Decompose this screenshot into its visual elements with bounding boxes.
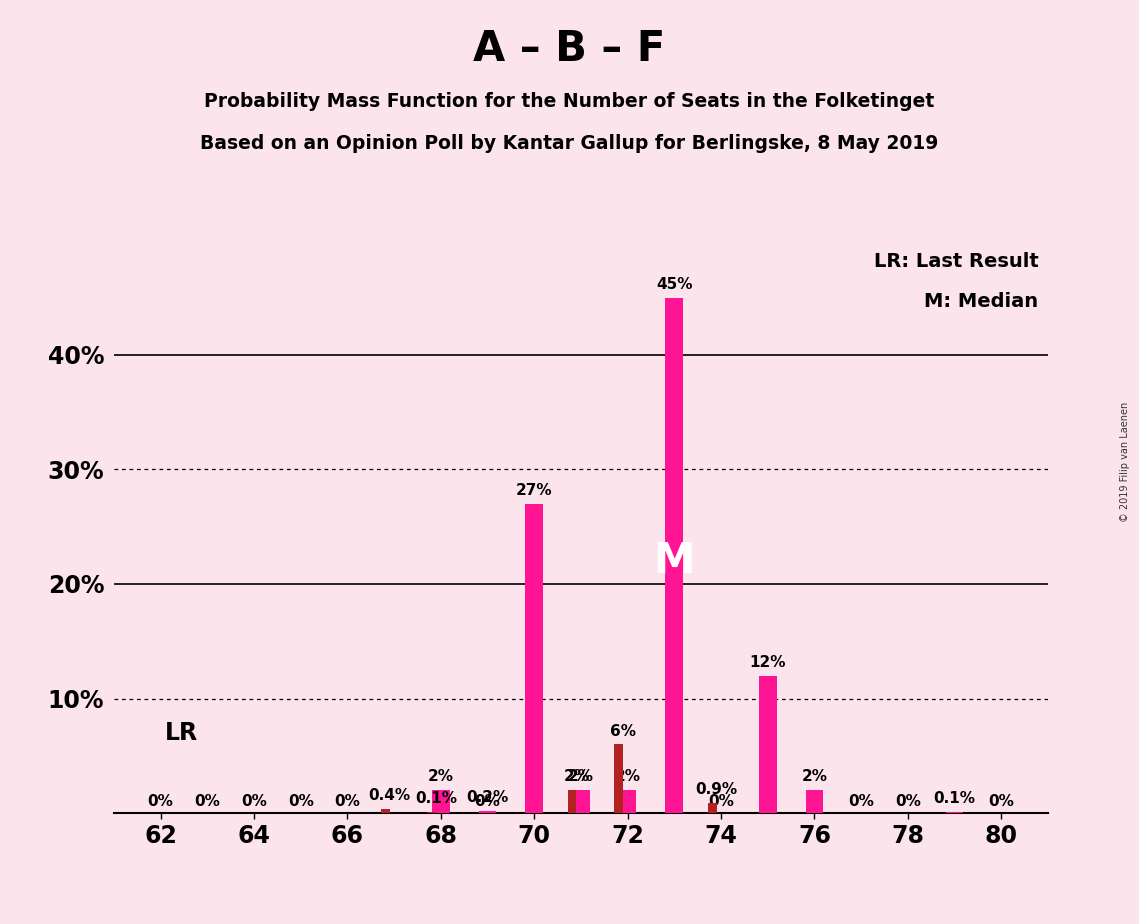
Text: 2%: 2% <box>802 770 827 784</box>
Text: 27%: 27% <box>516 483 552 498</box>
Text: 0.4%: 0.4% <box>369 788 411 803</box>
Text: 45%: 45% <box>656 277 693 292</box>
Text: LR: LR <box>165 721 198 745</box>
Text: 0%: 0% <box>241 794 267 808</box>
Text: 0%: 0% <box>708 794 734 808</box>
Bar <box>945 812 964 813</box>
Text: 2%: 2% <box>564 770 590 784</box>
Bar <box>665 298 683 813</box>
Bar <box>525 504 543 813</box>
Text: 0.1%: 0.1% <box>416 791 458 807</box>
Bar <box>618 790 637 813</box>
Bar <box>432 790 450 813</box>
Text: 0%: 0% <box>849 794 874 808</box>
Text: 0%: 0% <box>989 794 1014 808</box>
Text: 2%: 2% <box>615 770 640 784</box>
Text: 0.9%: 0.9% <box>696 782 738 797</box>
Bar <box>759 675 777 813</box>
Text: LR: Last Result: LR: Last Result <box>874 251 1039 271</box>
Bar <box>805 790 823 813</box>
Text: 0.1%: 0.1% <box>934 791 975 807</box>
Bar <box>427 812 436 813</box>
Text: 0%: 0% <box>195 794 220 808</box>
Bar <box>707 803 716 813</box>
Text: M: Median: M: Median <box>925 292 1039 310</box>
Bar <box>572 790 590 813</box>
Text: A – B – F: A – B – F <box>474 28 665 69</box>
Text: 0%: 0% <box>895 794 920 808</box>
Text: 6%: 6% <box>611 723 637 738</box>
Text: Probability Mass Function for the Number of Seats in the Folketinget: Probability Mass Function for the Number… <box>204 92 935 112</box>
Text: Based on an Opinion Poll by Kantar Gallup for Berlingske, 8 May 2019: Based on an Opinion Poll by Kantar Gallu… <box>200 134 939 153</box>
Bar <box>614 745 623 813</box>
Text: 0%: 0% <box>335 794 360 808</box>
Bar <box>478 811 497 813</box>
Text: 0%: 0% <box>288 794 313 808</box>
Text: 0%: 0% <box>148 794 173 808</box>
Text: © 2019 Filip van Laenen: © 2019 Filip van Laenen <box>1120 402 1130 522</box>
Text: 0%: 0% <box>475 794 500 808</box>
Bar <box>380 808 390 813</box>
Bar <box>567 790 576 813</box>
Text: M: M <box>654 540 695 582</box>
Text: 2%: 2% <box>568 770 593 784</box>
Text: 12%: 12% <box>749 655 786 670</box>
Text: 2%: 2% <box>428 770 453 784</box>
Text: 0.2%: 0.2% <box>466 790 509 805</box>
